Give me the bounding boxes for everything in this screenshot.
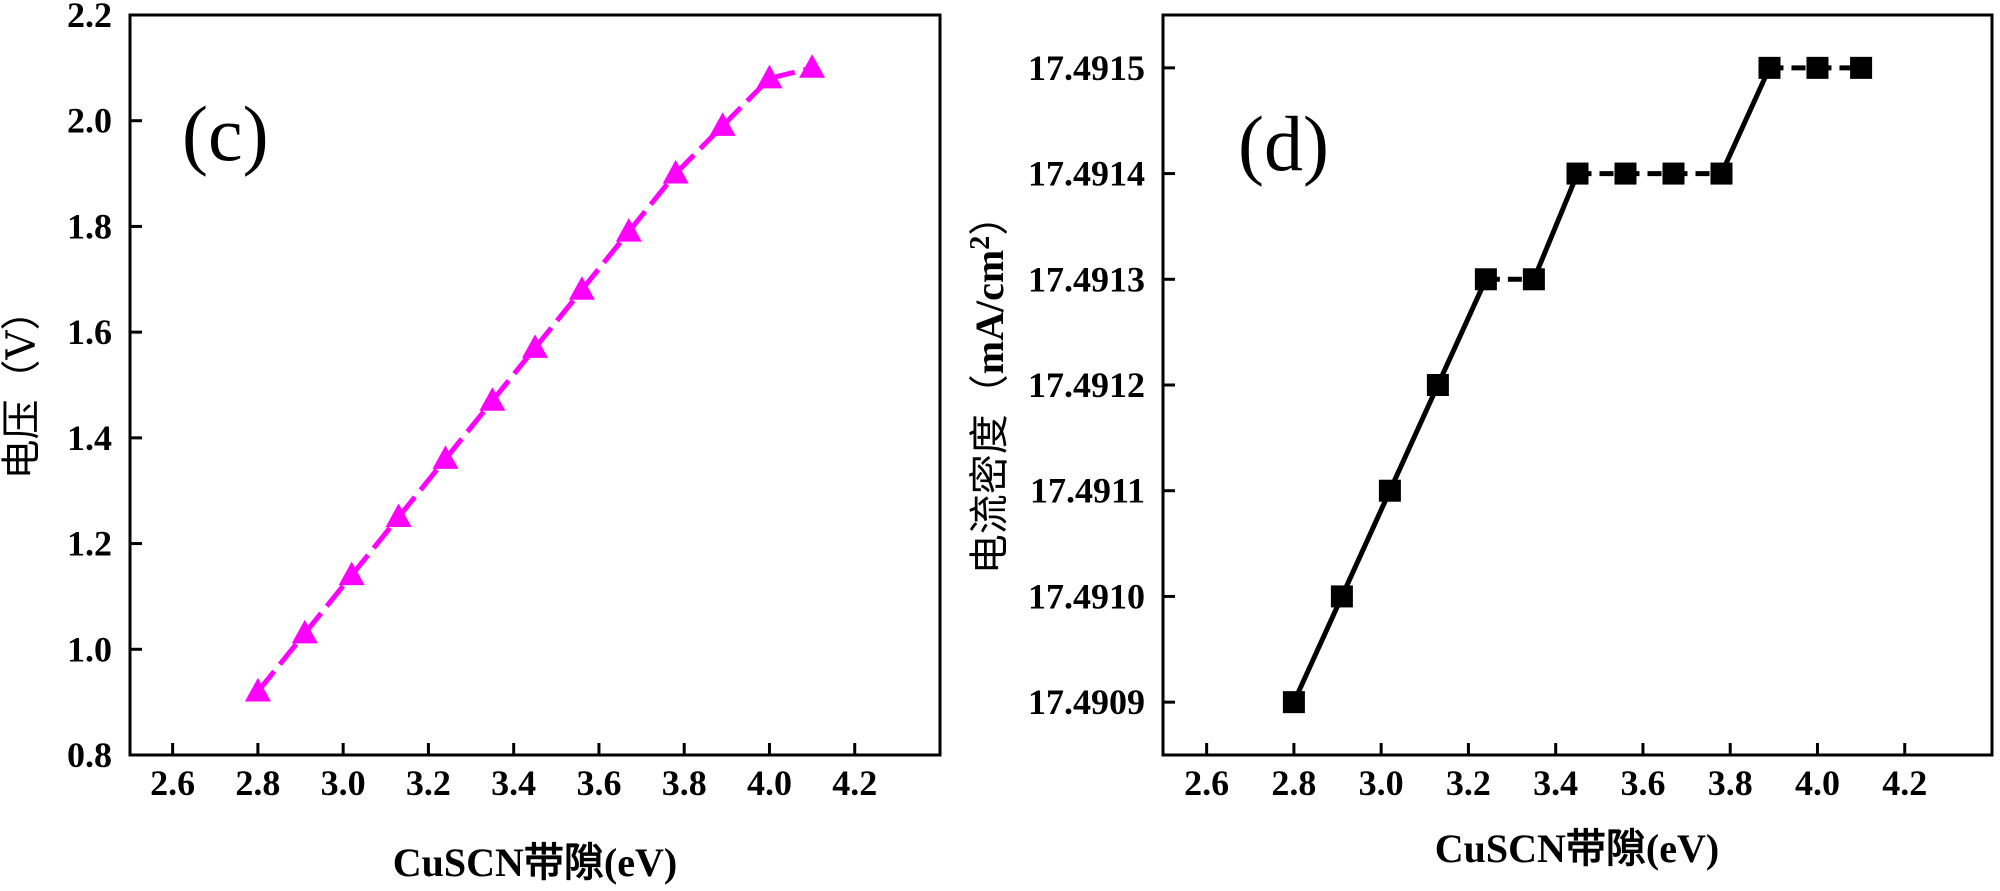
data-point-marker [291,619,318,644]
panel-c-data-marks [244,54,826,702]
x-tick-label: 3.8 [662,763,707,803]
series-line-segment [1435,278,1489,387]
panel-d-ticks: 2.6 2.8 3.0 3.2 3.4 3.6 3.8 4.0 4.2 17.4909 17.491… [1028,48,1927,803]
data-point-marker [1806,56,1829,79]
y-tick-label: 17.4913 [1028,259,1145,299]
data-point-marker [662,159,689,184]
y-tick-label: 1.2 [67,524,112,564]
series-line-segment [1719,66,1772,175]
x-tick-label: 3.2 [406,763,451,803]
data-point-marker [1850,56,1873,79]
x-tick-label: 3.2 [1446,763,1491,803]
y-tick-label: 2.2 [67,0,112,35]
data-point-marker [709,112,736,136]
data-point-marker [615,218,642,242]
panel-d-y-axis-title-unit: mA/cm [967,250,1012,374]
data-point-marker [479,387,506,411]
data-point-marker [1426,374,1449,396]
y-tick-label: 0.8 [67,735,112,775]
y-tick-label: 1.0 [67,629,112,669]
data-point-marker [432,445,459,469]
x-tick-label: 3.0 [1359,763,1404,803]
panel-c-y-axis-title: 电压（V） [0,291,45,480]
y-tick-label: 17.4915 [1028,48,1145,88]
data-point-marker [1758,56,1781,79]
panel-c-label: (c) [182,90,269,177]
y-tick-label: 17.4909 [1028,682,1145,722]
x-tick-label: 3.6 [576,763,621,803]
x-tick-label: 3.4 [491,763,536,803]
x-tick-label: 4.0 [1795,763,1840,803]
data-point-marker [1474,268,1497,291]
panel-d-y-axis-title: 电流密度（mA/cm2） [965,196,1013,574]
x-tick-label: 2.8 [235,763,280,803]
x-tick-label: 4.2 [832,763,877,803]
panel-c-x-axis-title: CuSCN带隙(eV) [393,840,677,885]
data-point-marker [338,561,365,586]
data-point-marker [244,677,271,702]
y-tick-label: 1.4 [67,418,112,458]
data-point-marker [1710,162,1733,185]
series-line-segment [1291,595,1345,704]
data-point-marker [799,54,826,78]
y-tick-label: 17.4911 [1030,471,1145,511]
series-line-segment [255,631,307,694]
y-tick-label: 17.4914 [1028,154,1145,194]
x-tick-label: 3.4 [1533,763,1578,803]
panel-d-y-axis-title-superscript: 2 [965,236,996,250]
panel-d-y-axis-title-close: ） [967,196,1013,236]
x-tick-label: 4.2 [1882,763,1927,803]
panel-c-ticks: 2.6 2.8 3.0 3.2 3.4 3.6 3.8 4.0 4.2 0.8 1.0 1.2 1.4 1… [67,0,877,803]
panel-c-voltage-chart: (c) CuSCN带隙(eV) 电压（V） 2.6 2.8 3.0 3.2 3.4 3.6… [0,0,942,885]
panel-d-y-axis-title-text: 电流密度（ [967,374,1013,574]
data-point-marker [385,503,412,528]
data-point-marker [1378,479,1401,502]
x-tick-label: 2.8 [1271,763,1316,803]
x-tick-label: 2.6 [1184,763,1229,803]
data-point-marker [1330,585,1353,608]
data-point-marker [1566,162,1589,185]
series-line-segment [579,230,631,292]
x-tick-label: 3.0 [321,763,366,803]
panel-d-x-axis-title: CuSCN带隙(eV) [1435,826,1719,871]
series-line-segment [1387,383,1441,492]
x-tick-label: 2.6 [150,763,195,803]
panel-d-current-density-chart: (d) CuSCN带隙(eV) 电流密度（mA/cm2） 2.6 2.8 3.0 3.… [965,13,1994,871]
y-tick-label: 2.0 [67,101,112,141]
series-line-segment [533,288,584,350]
y-tick-label: 17.4910 [1028,576,1145,616]
series-line-segment [349,515,401,577]
data-point-marker [568,276,595,300]
panel-d-label: (d) [1238,100,1329,187]
data-point-marker [1614,162,1637,185]
series-line-segment [1339,489,1393,598]
y-tick-label: 17.4912 [1028,365,1145,405]
data-point-marker [1282,691,1305,714]
series-line-segment [626,172,678,234]
y-tick-label: 1.8 [67,206,112,246]
series-line-segment [1531,172,1580,281]
panel-c-plot-frame [128,13,942,757]
data-point-marker [1522,268,1545,291]
series-line-segment [443,399,495,461]
panel-d-data-marks [1282,56,1873,714]
series-line-segment [302,573,354,635]
x-tick-label: 3.6 [1620,763,1665,803]
data-point-marker [522,334,548,358]
data-point-marker [756,64,783,89]
data-point-marker [1662,162,1685,185]
series-line-segment [396,457,448,519]
y-tick-label: 1.6 [67,312,112,352]
x-tick-label: 4.0 [747,763,792,803]
x-tick-label: 3.8 [1708,763,1753,803]
